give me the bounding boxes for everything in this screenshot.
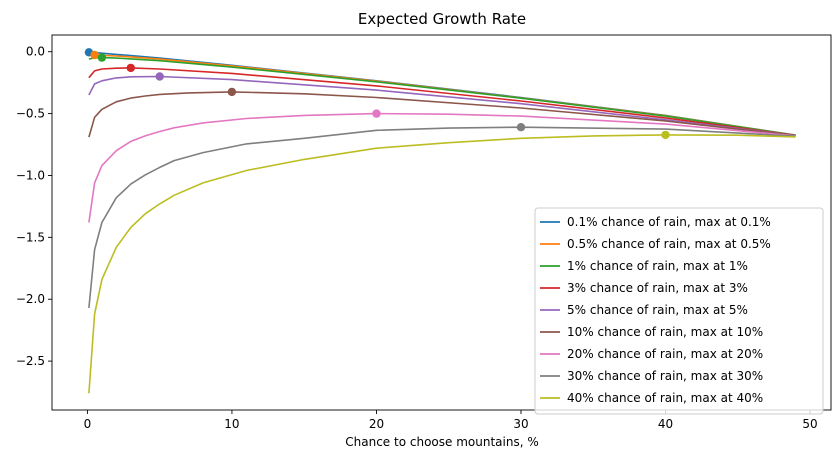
- y-tick-label: 0.0: [26, 45, 45, 59]
- y-tick-label: −2.0: [16, 292, 45, 306]
- max-marker-8: [661, 130, 670, 140]
- max-marker-2: [97, 53, 107, 62]
- max-marker-1: [90, 50, 99, 60]
- x-axis-label: Chance to choose mountains, %: [345, 435, 538, 449]
- y-tick-label: −2.5: [16, 354, 45, 368]
- legend: 0.1% chance of rain, max at 0.1% 0.5% cha…: [534, 207, 824, 415]
- x-tick-label: 10: [224, 417, 239, 431]
- plot-frame: [51, 34, 832, 411]
- y-tick-label: −1.0: [16, 168, 45, 182]
- y-tick-label: −0.5: [16, 107, 45, 121]
- legend-label-3: 3% chance of rain, max at 3%: [567, 281, 748, 295]
- chart-title: Expected Growth Rate: [358, 10, 526, 28]
- max-marker-6: [372, 109, 381, 118]
- x-tick-label: 0: [84, 417, 92, 431]
- x-tick-label: 30: [513, 417, 528, 431]
- legend-label-2: 1% chance of rain, max at 1%: [567, 259, 748, 273]
- series-line-5: [88, 91, 796, 138]
- series-line-8: [88, 134, 796, 394]
- legend-label-8: 40% chance of rain, max at 40%: [567, 391, 763, 405]
- series-line-6: [88, 112, 796, 223]
- x-tick-label: 40: [658, 417, 673, 431]
- series-line-3: [88, 67, 796, 137]
- x-tick-label: 20: [369, 417, 384, 431]
- legend-label-5: 10% chance of rain, max at 10%: [567, 325, 763, 339]
- max-marker-3: [126, 63, 135, 73]
- legend-label-7: 30% chance of rain, max at 30%: [567, 369, 763, 383]
- x-axis: 0 10 20 30 40 50: [84, 410, 818, 431]
- y-axis: 0.0 −0.5 −1.0 −1.5 −2.0 −2.5: [16, 45, 52, 368]
- max-marker-4: [155, 72, 164, 81]
- x-tick-label: 50: [802, 417, 817, 431]
- legend-label-6: 20% chance of rain, max at 20%: [567, 347, 763, 361]
- y-tick-label: −1.5: [16, 230, 45, 244]
- legend-label-4: 5% chance of rain, max at 5%: [567, 303, 748, 317]
- legend-label-0: 0.1% chance of rain, max at 0.1%: [567, 215, 771, 229]
- legend-box: [534, 207, 824, 415]
- max-marker-7: [516, 123, 526, 132]
- series-line-7: [88, 126, 796, 308]
- legend-label-1: 0.5% chance of rain, max at 0.5%: [567, 237, 771, 251]
- max-marker-5: [227, 87, 237, 97]
- plot-area: [84, 48, 796, 394]
